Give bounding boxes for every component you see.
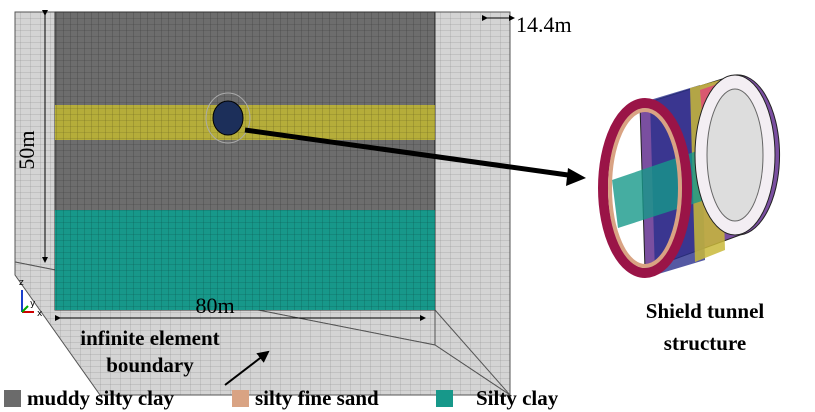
arrow-head <box>566 168 586 186</box>
axis-x: x <box>37 309 43 319</box>
figure: 50m 80m 14.4m z y x infinite element bou… <box>0 0 815 412</box>
boundary-label: boundary <box>106 353 194 377</box>
tunnel-label: Shield tunnel <box>646 299 765 323</box>
legend-swatch <box>232 390 249 407</box>
boundary-label: infinite element <box>80 326 219 350</box>
width-label: 80m <box>195 293 234 318</box>
legend-label: Silty clay <box>476 386 559 410</box>
legend-swatch <box>436 390 453 407</box>
depth-label: 14.4m <box>516 12 572 37</box>
legend: muddy silty clay silty fine sand Silty cla… <box>4 386 559 410</box>
legend-label: silty fine sand <box>255 386 379 410</box>
tunnel-ring <box>603 75 780 275</box>
legend-label: muddy silty clay <box>27 386 175 410</box>
axis-z: z <box>19 278 24 288</box>
legend-swatch <box>4 390 21 407</box>
axis-y: y <box>30 299 36 309</box>
height-label: 50m <box>14 130 39 169</box>
tunnel-label: structure <box>664 331 746 355</box>
